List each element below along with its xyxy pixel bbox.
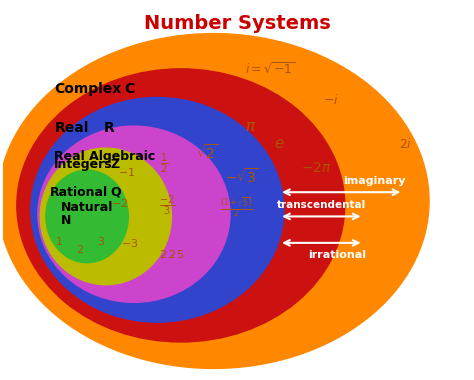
Text: $-2\pi$: $-2\pi$: [301, 161, 332, 175]
Ellipse shape: [38, 126, 230, 302]
Text: $\pi$: $\pi$: [246, 119, 257, 134]
Text: $i=\sqrt{-1}$: $i=\sqrt{-1}$: [245, 61, 295, 76]
Text: C: C: [125, 82, 135, 96]
Text: Rational: Rational: [50, 186, 108, 199]
Ellipse shape: [46, 170, 128, 263]
Text: $-\sqrt{3}$: $-\sqrt{3}$: [225, 167, 258, 186]
Text: Complex: Complex: [55, 82, 121, 96]
Text: Natural: Natural: [61, 201, 114, 214]
Text: $3$: $3$: [97, 235, 105, 247]
Text: $\frac{1}{2}$: $\frac{1}{2}$: [160, 151, 168, 176]
Text: Real: Real: [55, 121, 89, 135]
Text: $-i$: $-i$: [323, 93, 338, 107]
Text: $2i$: $2i$: [399, 137, 412, 151]
Text: $-3$: $-3$: [120, 237, 138, 249]
Text: imaginary: imaginary: [343, 176, 406, 185]
Text: R: R: [103, 121, 114, 135]
Text: irrational: irrational: [308, 250, 366, 260]
Text: N: N: [61, 214, 72, 227]
Text: $\sqrt{2}$: $\sqrt{2}$: [195, 143, 218, 162]
Text: $-2$: $-2$: [111, 197, 128, 209]
Text: Real Algebraic: Real Algebraic: [55, 150, 155, 163]
Ellipse shape: [31, 98, 284, 322]
Ellipse shape: [17, 69, 345, 342]
Text: Integers: Integers: [55, 158, 113, 171]
Text: $2.25$: $2.25$: [159, 248, 184, 260]
Text: transcendental: transcendental: [276, 200, 366, 210]
Text: $e$: $e$: [274, 136, 284, 151]
Text: Q: Q: [110, 186, 121, 199]
Text: $\frac{-2}{3}$: $\frac{-2}{3}$: [159, 193, 175, 218]
Text: $2$: $2$: [76, 244, 84, 255]
Text: $\frac{(1+\sqrt{5})}{2}$: $\frac{(1+\sqrt{5})}{2}$: [220, 196, 254, 219]
Text: $-1$: $-1$: [118, 166, 136, 178]
Text: Z: Z: [110, 158, 119, 171]
Ellipse shape: [0, 33, 429, 369]
Text: Number Systems: Number Systems: [144, 14, 330, 33]
Text: $1$: $1$: [55, 235, 63, 247]
Ellipse shape: [40, 148, 172, 285]
